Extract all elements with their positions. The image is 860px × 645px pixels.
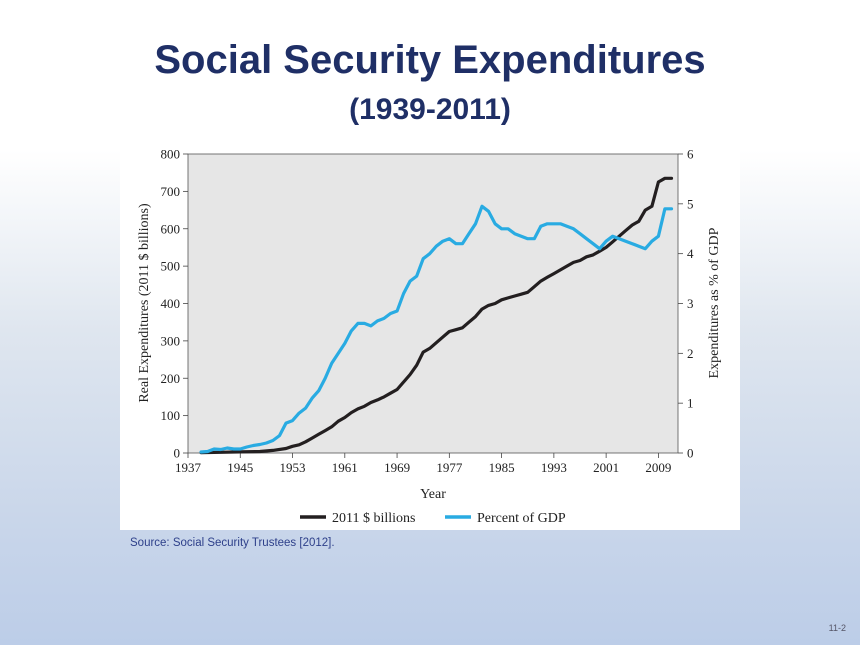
y-right-tick-label: 6	[687, 147, 694, 162]
y-left-tick-label: 600	[161, 221, 181, 236]
expenditures-chart: 1937 1945 1953 1961 1969 1977 1985 1993 2001 2009…	[137, 147, 722, 527]
y-right-tick-label: 2	[687, 346, 694, 361]
y-left-tick-label: 100	[161, 408, 181, 423]
x-tick-label: 1969	[384, 460, 410, 475]
y-right-tick-label: 0	[687, 446, 694, 461]
x-tick-label: 1937	[175, 460, 202, 475]
y-left-tick-label: 500	[161, 259, 181, 274]
x-axis-label: Year	[420, 487, 446, 502]
source-note: Source: Social Security Trustees [2012].	[130, 537, 335, 549]
slide-subtitle: (1939-2011)	[349, 93, 511, 126]
x-tick-label: 1953	[280, 460, 306, 475]
series-line-gdp	[199, 204, 674, 454]
y-left-tick-label: 700	[161, 184, 181, 199]
page-number: 11-2	[828, 623, 846, 633]
y-right-tick-label: 5	[687, 196, 694, 211]
x-tick-label: 2009	[645, 460, 671, 475]
y-right-tick-label: 3	[687, 296, 694, 311]
x-tick-label: 1993	[541, 460, 567, 475]
x-tick-label: 1977	[436, 460, 463, 475]
y-left-tick-label: 200	[161, 371, 181, 386]
chart-panel: 1937 1945 1953 1961 1969 1977 1985 1993 2001 2009…	[120, 143, 740, 530]
y-right-tick-label: 4	[687, 246, 694, 261]
x-tick-label: 1961	[332, 460, 358, 475]
y-axis-left-label: Real Expenditures (2011 $ billions)	[137, 203, 152, 403]
x-tick-label: 1985	[489, 460, 515, 475]
series-line-billions	[199, 176, 674, 455]
x-tick-label: 2001	[593, 460, 619, 475]
y-left-tick-label: 400	[161, 296, 181, 311]
x-tick-label: 1945	[227, 460, 253, 475]
plot-area	[187, 153, 679, 454]
legend-label-gdp: Percent of GDP	[477, 511, 566, 526]
legend-label-billions: 2011 $ billions	[332, 511, 416, 526]
legend: 2011 $ billions Percent of GDP	[300, 511, 566, 526]
slide-title: Social Security Expenditures	[154, 38, 706, 82]
y-left-tick-label: 0	[174, 446, 181, 461]
y-left-tick-label: 800	[161, 147, 181, 162]
y-right-tick-label: 1	[687, 396, 694, 411]
y-axis-right-label: Expenditures as % of GDP	[707, 227, 722, 378]
y-left-tick-label: 300	[161, 333, 181, 348]
